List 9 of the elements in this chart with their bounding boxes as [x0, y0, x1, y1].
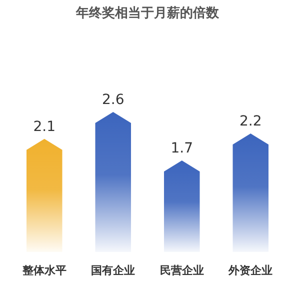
data-label: 2.6 — [102, 92, 124, 108]
chart-title: 年终奖相当于月薪的倍数 — [75, 5, 220, 21]
data-label: 2.2 — [239, 114, 262, 130]
x-tick-label: 外资企业 — [228, 264, 273, 277]
data-label: 2.1 — [33, 118, 56, 135]
x-tick-label: 民营企业 — [160, 264, 204, 277]
x-tick-label: 整体水平 — [21, 264, 66, 277]
data-label: 1.7 — [170, 140, 194, 156]
x-tick-label: 国有企业 — [91, 264, 136, 277]
